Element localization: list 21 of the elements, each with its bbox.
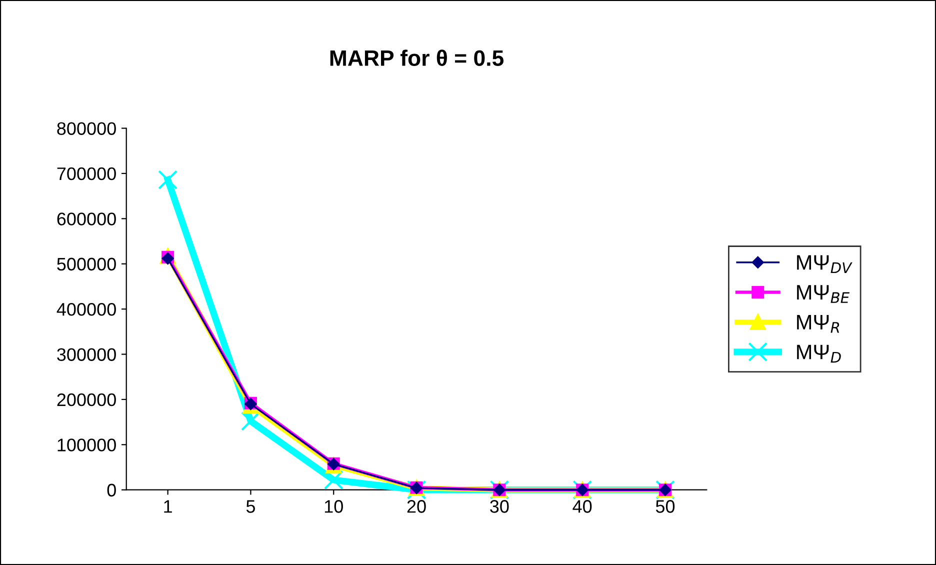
legend-label: MΨ$_{R}$: [797, 314, 840, 333]
x-tick-label: 1: [164, 500, 172, 513]
y-tick-label: 500000: [57, 258, 116, 271]
y-tick-label: 600000: [57, 212, 116, 226]
y-tick-label: 200000: [57, 393, 116, 406]
legend-label: MΨ$_{DV}$: [797, 255, 852, 274]
y-tick-label: 0: [107, 484, 116, 497]
y-tick-label: 100000: [58, 438, 116, 452]
x-tick-label: 30: [490, 500, 509, 513]
x-tick-label: 10: [324, 500, 343, 513]
chart-title: MARP for θ = 0.5: [330, 50, 504, 66]
y-tick-label: 700000: [57, 167, 116, 180]
y-tick-label: 300000: [57, 348, 116, 361]
x-tick-label: 20: [407, 500, 426, 513]
y-tick-label: 800000: [57, 122, 116, 135]
x-tick-label: 50: [656, 500, 675, 513]
legend-label: MΨ$_{BE}$: [797, 285, 850, 303]
x-tick-label: 40: [572, 500, 592, 513]
y-tick-label: 400000: [56, 302, 116, 316]
legend-label: MΨ$_{D}$: [797, 344, 841, 363]
x-tick-label: 5: [246, 500, 255, 513]
